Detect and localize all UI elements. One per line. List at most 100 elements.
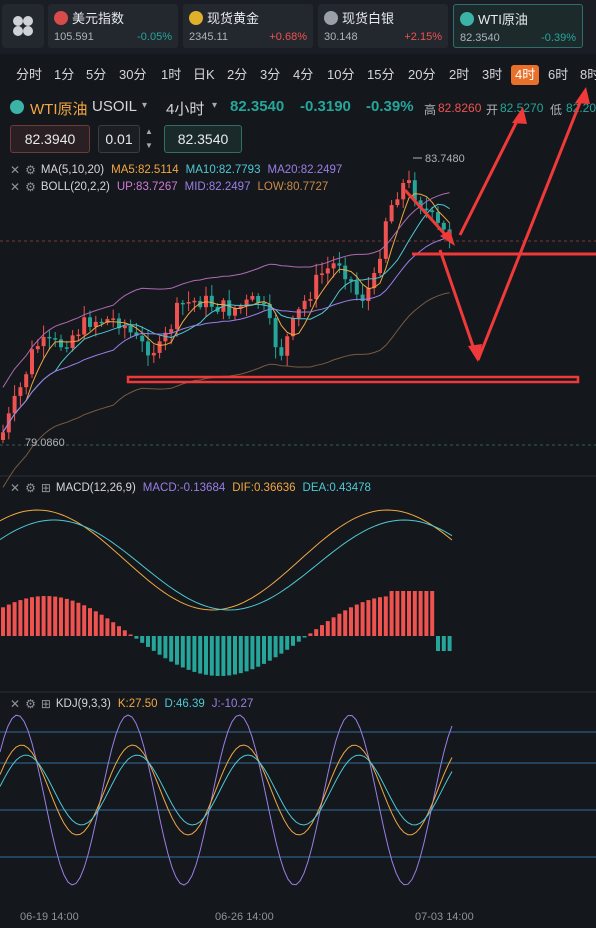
lot-input[interactable]: 0.01 bbox=[98, 125, 140, 153]
decrement-icon[interactable]: ▼ bbox=[145, 141, 153, 150]
macd-histogram-bar bbox=[378, 597, 382, 636]
period-tab[interactable]: 10分 bbox=[327, 67, 355, 82]
period-tab[interactable]: 分时 bbox=[16, 67, 43, 82]
macd-histogram-bar bbox=[447, 636, 452, 651]
macd-histogram-bar bbox=[424, 591, 429, 636]
candle-body bbox=[111, 318, 116, 320]
macd-histogram-bar bbox=[233, 636, 237, 675]
low-value: 82.20 bbox=[566, 101, 596, 115]
trend-arrow-line bbox=[403, 188, 452, 242]
candle-body bbox=[383, 221, 388, 259]
macd-histogram-bar bbox=[215, 636, 220, 676]
candle-body bbox=[12, 395, 17, 414]
close-icon[interactable]: ✕ bbox=[10, 697, 21, 711]
candle-body bbox=[134, 332, 139, 336]
ticker-card[interactable]: 现货黄金 2345.11 +0.68% bbox=[183, 4, 313, 48]
macd-histogram-bar bbox=[70, 600, 75, 636]
chevron-down-icon[interactable]: ▾ bbox=[212, 100, 218, 111]
price-change: -0.3190 bbox=[300, 98, 351, 115]
macd-histogram-bar bbox=[157, 636, 162, 655]
macd-histogram-bar bbox=[227, 636, 232, 676]
settings-icon[interactable]: ⚙ bbox=[25, 481, 36, 495]
open-value: 82.5270 bbox=[500, 101, 544, 115]
candle-body bbox=[122, 325, 127, 329]
instrument-name[interactable]: WTI原油 bbox=[30, 101, 88, 118]
period-tab[interactable]: 5分 bbox=[86, 67, 107, 82]
apps-menu-button[interactable] bbox=[2, 4, 44, 48]
macd-histogram-bar bbox=[383, 596, 388, 636]
macd-histogram-bar bbox=[47, 596, 52, 636]
macd-histogram-bar bbox=[349, 607, 353, 636]
buy-price-box[interactable]: 82.3540 bbox=[164, 125, 242, 153]
settings-icon[interactable]: ⚙ bbox=[25, 163, 36, 177]
macd-histogram-bar bbox=[111, 622, 116, 636]
settings-icon[interactable]: ⚙ bbox=[25, 180, 36, 194]
period-tab[interactable]: 4分 bbox=[293, 67, 314, 82]
macd-histogram-bar bbox=[441, 636, 446, 651]
macd-histogram-bar bbox=[82, 605, 87, 636]
candle-body bbox=[407, 180, 411, 184]
ticker-card[interactable]: 美元指数 105.591 -0.05% bbox=[48, 4, 178, 48]
macd-histogram-bar bbox=[354, 604, 359, 636]
macd-histogram-bar bbox=[337, 613, 342, 636]
ticker-name: 现货白银 bbox=[324, 8, 442, 27]
macd-histogram-bar bbox=[238, 636, 243, 674]
macd-histogram-bar bbox=[76, 602, 81, 636]
macd-histogram-bar bbox=[24, 598, 29, 636]
period-tab[interactable]: 20分 bbox=[408, 67, 436, 82]
ticker-price: 105.591 bbox=[54, 31, 94, 43]
period-tab[interactable]: 2分 bbox=[227, 67, 248, 82]
max-price-label: 83.7480 bbox=[425, 153, 465, 165]
close-icon[interactable]: ✕ bbox=[10, 180, 21, 194]
settings-icon[interactable]: ⚙ bbox=[25, 697, 36, 711]
dif-line bbox=[0, 509, 453, 611]
macd-histogram-bar bbox=[267, 636, 272, 661]
candle-body bbox=[30, 349, 34, 375]
macd-histogram-bar bbox=[175, 636, 179, 665]
ticker-card[interactable]: 现货白银 30.148 +2.15% bbox=[318, 4, 448, 48]
x-axis-tick-label: 06-26 14:00 bbox=[215, 911, 274, 923]
period-tab[interactable]: 1分 bbox=[54, 67, 75, 82]
candle-body bbox=[146, 341, 150, 356]
high-label: 高 bbox=[424, 103, 437, 117]
instrument-code[interactable]: USOIL bbox=[92, 98, 138, 115]
expand-icon[interactable]: ⊞ bbox=[40, 481, 51, 495]
close-icon[interactable]: ✕ bbox=[10, 163, 21, 177]
close-icon[interactable]: ✕ bbox=[10, 481, 21, 495]
macd-histogram-bar bbox=[169, 636, 174, 662]
candle-body bbox=[209, 295, 214, 307]
ma10-line bbox=[2, 203, 450, 433]
period-tab[interactable]: 6时 bbox=[548, 67, 569, 82]
sell-price-box[interactable]: 82.3940 bbox=[10, 125, 90, 153]
lot-stepper[interactable]: ▲ ▼ bbox=[142, 125, 156, 153]
chevron-down-icon[interactable]: ▾ bbox=[142, 100, 148, 111]
period-tab[interactable]: 4时 bbox=[511, 65, 540, 85]
increment-icon[interactable]: ▲ bbox=[145, 127, 153, 136]
macd-histogram-bar bbox=[418, 591, 423, 636]
period-tab[interactable]: 日K bbox=[193, 67, 215, 82]
candle-body bbox=[395, 199, 400, 206]
period-tab[interactable]: 15分 bbox=[367, 67, 395, 82]
period-tab[interactable]: 3分 bbox=[260, 67, 281, 82]
expand-icon[interactable]: ⊞ bbox=[40, 697, 51, 711]
candle-body bbox=[233, 308, 237, 316]
period-tab[interactable]: 3时 bbox=[482, 67, 503, 82]
candle-body bbox=[18, 387, 23, 396]
ticker-card[interactable]: WTI原油 82.3540 -0.39% bbox=[453, 4, 583, 48]
macd-histogram-bar bbox=[209, 636, 214, 676]
candle-body bbox=[35, 346, 40, 350]
candle-body bbox=[285, 336, 290, 356]
period-tab[interactable]: 2时 bbox=[449, 67, 470, 82]
period-tab[interactable]: 30分 bbox=[119, 67, 147, 82]
candle-body bbox=[273, 318, 278, 348]
macd-histogram-bar bbox=[146, 636, 150, 647]
interval-select[interactable]: 4小时 bbox=[166, 101, 205, 118]
macd-histogram-bar bbox=[18, 600, 23, 636]
period-tab[interactable]: 8时 bbox=[580, 67, 596, 82]
candle-body bbox=[53, 338, 58, 340]
oil-barrel-icon bbox=[460, 11, 474, 26]
period-tab[interactable]: 1时 bbox=[161, 67, 182, 82]
boll-upper-line bbox=[2, 192, 450, 388]
candle-body bbox=[267, 303, 272, 319]
